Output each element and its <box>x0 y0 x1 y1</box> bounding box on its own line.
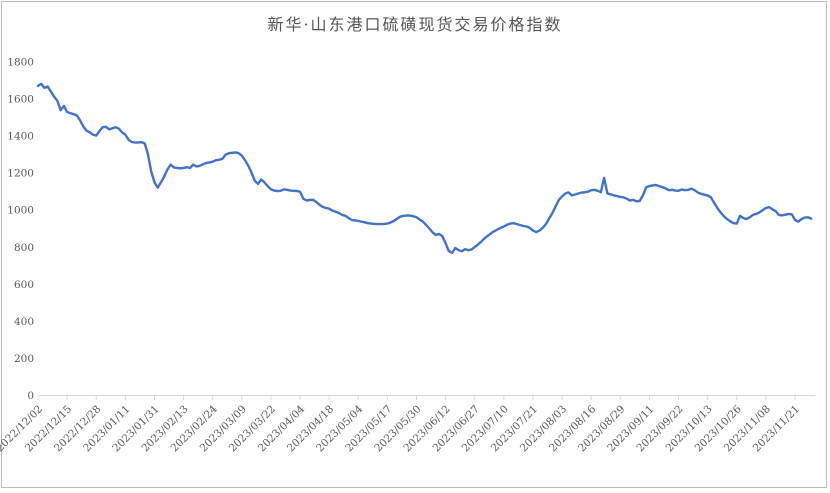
y-tick-label: 1800 <box>7 57 34 69</box>
y-tick-label: 200 <box>14 353 34 365</box>
y-tick-label: 1600 <box>7 94 34 106</box>
y-tick-label: 0 <box>27 390 34 402</box>
y-tick-label: 600 <box>14 279 34 291</box>
chart-title: 新华·山东港口硫磺现货交易价格指数 <box>267 15 563 34</box>
y-tick-label: 400 <box>14 316 34 328</box>
y-tick-label: 800 <box>14 242 34 254</box>
y-tick-label: 1200 <box>7 168 34 180</box>
y-tick-label: 1400 <box>7 131 34 143</box>
price-line <box>36 82 813 255</box>
y-tick-label: 1000 <box>7 205 34 217</box>
